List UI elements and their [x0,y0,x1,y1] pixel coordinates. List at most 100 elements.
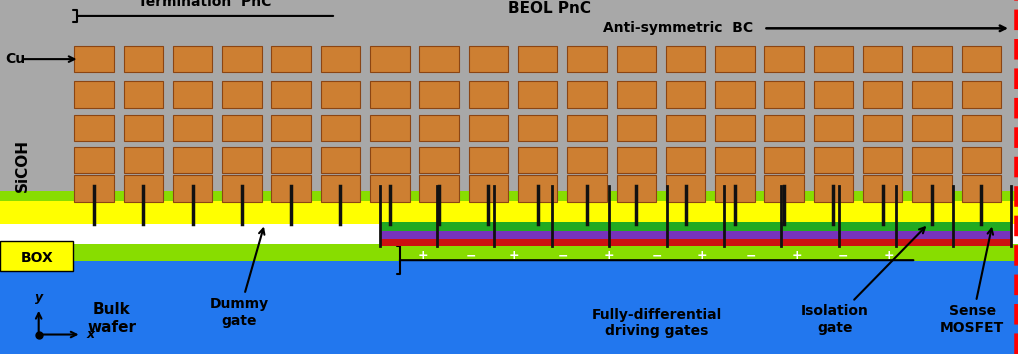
Bar [962,175,1001,201]
Text: y: y [35,291,43,304]
Bar [813,81,853,108]
Text: x: x [87,328,95,341]
Bar [272,147,310,173]
Text: Fully-differential
driving gates: Fully-differential driving gates [591,308,722,338]
Bar [617,81,656,108]
Bar [518,81,558,108]
Bar [123,81,163,108]
Bar [863,147,902,173]
Bar [0,191,1018,202]
Bar [962,115,1001,141]
Bar [272,46,310,73]
Bar [518,175,558,201]
Bar [380,231,1011,239]
Bar [518,115,558,141]
Text: +: + [604,249,614,262]
Bar [74,147,114,173]
Bar [912,46,952,73]
Bar [863,81,902,108]
Bar [123,175,163,201]
Bar [123,115,163,141]
Bar [371,81,409,108]
Bar [173,147,213,173]
Bar [567,46,607,73]
Bar [666,147,705,173]
Bar [0,261,1018,354]
Bar [74,175,114,201]
Bar [173,46,213,73]
Bar [371,147,409,173]
Text: −: − [558,249,568,262]
Text: +: + [792,249,802,262]
Bar [371,46,409,73]
Bar [863,175,902,201]
Bar [468,147,508,173]
Bar [666,115,705,141]
Bar [912,175,952,201]
Bar [813,46,853,73]
Bar [666,175,705,201]
Text: BOX: BOX [20,251,53,266]
Text: +: + [884,249,894,262]
Bar [617,115,656,141]
Text: Anti-symmetric  BC: Anti-symmetric BC [604,21,753,35]
Bar [765,147,804,173]
Bar [74,46,114,73]
Text: −: − [838,249,848,262]
Bar [321,147,360,173]
Text: SiCOH: SiCOH [15,139,30,192]
Bar [962,81,1001,108]
Bar [912,81,952,108]
Bar [222,147,262,173]
Bar [272,115,310,141]
Bar [272,175,310,201]
Bar [74,115,114,141]
Bar [173,115,213,141]
Bar [222,81,262,108]
Bar [567,81,607,108]
Bar [419,175,459,201]
Bar [468,81,508,108]
Bar [617,175,656,201]
Bar [419,81,459,108]
Bar [222,46,262,73]
Bar [272,81,310,108]
Bar [863,115,902,141]
Bar [468,46,508,73]
Bar [765,175,804,201]
Bar [962,147,1001,173]
Bar [715,175,754,201]
Bar [0,241,73,271]
Bar [0,244,1018,267]
Bar [468,175,508,201]
Bar [173,175,213,201]
Text: Dummy
gate: Dummy gate [210,229,269,327]
Bar [380,239,1011,246]
Text: Sense
MOSFET: Sense MOSFET [940,229,1005,335]
Bar [123,147,163,173]
Bar [666,81,705,108]
Bar [518,46,558,73]
Text: +: + [417,249,428,262]
Bar [567,175,607,201]
Bar [123,46,163,73]
Bar [765,46,804,73]
Bar [567,115,607,141]
Bar [468,115,508,141]
Bar [813,115,853,141]
Bar [0,0,1018,193]
Text: Isolation
gate: Isolation gate [801,227,924,335]
Bar [74,81,114,108]
Bar [962,46,1001,73]
Bar [617,147,656,173]
Bar [371,175,409,201]
Text: −: − [746,249,756,262]
Bar [666,46,705,73]
Text: Cu: Cu [5,52,25,66]
Bar [419,115,459,141]
Text: +: + [697,249,708,262]
Bar [518,147,558,173]
Bar [371,115,409,141]
Bar [321,175,360,201]
Text: +: + [509,249,519,262]
